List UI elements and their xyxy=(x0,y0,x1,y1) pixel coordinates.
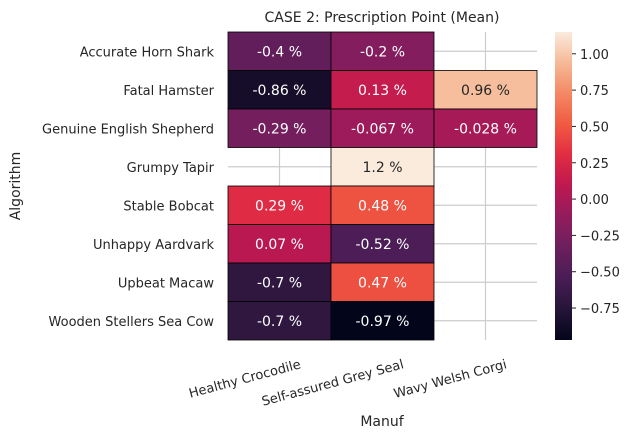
heatmap-cell xyxy=(330,224,435,264)
heatmap-cell xyxy=(227,301,332,341)
cell-value-label: 0.07 % xyxy=(255,237,304,253)
y-axis-label: Algorithm xyxy=(8,152,24,221)
heatmap-cell xyxy=(330,301,435,341)
heatmap-cell xyxy=(227,224,332,264)
cell-value-label: -0.028 % xyxy=(454,121,517,137)
cell-value-label: 0.96 % xyxy=(461,83,510,99)
cell-value-label: -0.86 % xyxy=(253,83,307,99)
colorbar-tick-label: −0.50 xyxy=(580,266,620,281)
cell-value-label: -0.4 % xyxy=(257,44,302,60)
heatmap-cell xyxy=(227,185,332,225)
heatmap-cell xyxy=(227,31,332,71)
cell-value-label: -0.2 % xyxy=(360,44,405,60)
colorbar-tick-label: 0.75 xyxy=(580,84,609,99)
x-axis-label: Manuf xyxy=(360,414,404,430)
heatmap-cell xyxy=(330,147,435,187)
cell-value-label: -0.97 % xyxy=(356,314,410,330)
cell-value-label: -0.7 % xyxy=(257,275,302,291)
cell-value-label: -0.067 % xyxy=(351,121,414,137)
y-tick-label: Accurate Horn Shark xyxy=(80,45,215,60)
y-tick-label: Genuine English Shepherd xyxy=(42,122,214,137)
y-tick-label: Upbeat Macaw xyxy=(118,276,215,291)
colorbar-tick-label: 0.25 xyxy=(580,157,609,172)
cell-value-label: -0.7 % xyxy=(257,314,302,330)
heatmap-cell xyxy=(330,185,435,225)
y-tick-label: Wooden Stellers Sea Cow xyxy=(49,315,215,330)
cell-value-label: 0.48 % xyxy=(358,198,407,214)
y-tick-label: Stable Bobcat xyxy=(123,199,214,214)
colorbar-tick-label: −0.75 xyxy=(580,302,620,317)
x-tick-label: Wavy Welsh Corgi xyxy=(392,357,508,402)
y-tick-label: Unhappy Aardvark xyxy=(93,238,215,253)
colorbar-tick-label: 0.00 xyxy=(580,193,609,208)
colorbar-tick-label: 1.00 xyxy=(580,48,609,63)
cell-value-label: 1.2 % xyxy=(362,160,402,176)
colorbar-tick-label: 0.50 xyxy=(580,120,609,135)
heatmap-cell xyxy=(330,108,435,148)
heatmap-cells xyxy=(227,31,538,341)
cell-value-label: -0.52 % xyxy=(356,237,410,253)
cell-labels: -0.4 % -0.2 % -0.86 % 0.13 % 0.96 % -0.29 % -0… xyxy=(253,44,517,330)
heatmap-cell xyxy=(330,262,435,302)
cell-value-label: 0.29 % xyxy=(255,198,304,214)
y-tick-label: Grumpy Tapir xyxy=(127,161,215,176)
colorbar-ticks: 1.00 0.75 0.50 0.25 0.00 −0.25 −0.50 −0.75 xyxy=(572,48,620,317)
colorbar-tick-label: −0.25 xyxy=(580,229,620,244)
y-tick-label: Fatal Hamster xyxy=(123,84,214,99)
heatmap-cell xyxy=(330,31,435,71)
colorbar xyxy=(555,32,572,340)
heatmap-cell xyxy=(227,108,332,148)
cell-value-label: 0.47 % xyxy=(358,275,407,291)
heatmap-cell xyxy=(433,70,538,110)
heatmap-cell xyxy=(227,262,332,302)
heatmap-cell xyxy=(330,70,435,110)
heatmap-cell xyxy=(433,108,538,148)
cell-value-label: 0.13 % xyxy=(358,83,407,99)
cell-value-label: -0.29 % xyxy=(253,121,307,137)
chart-title: CASE 2: Prescription Point (Mean) xyxy=(265,10,500,26)
y-tick-labels: Accurate Horn Shark Fatal Hamster Genuine … xyxy=(42,45,215,330)
